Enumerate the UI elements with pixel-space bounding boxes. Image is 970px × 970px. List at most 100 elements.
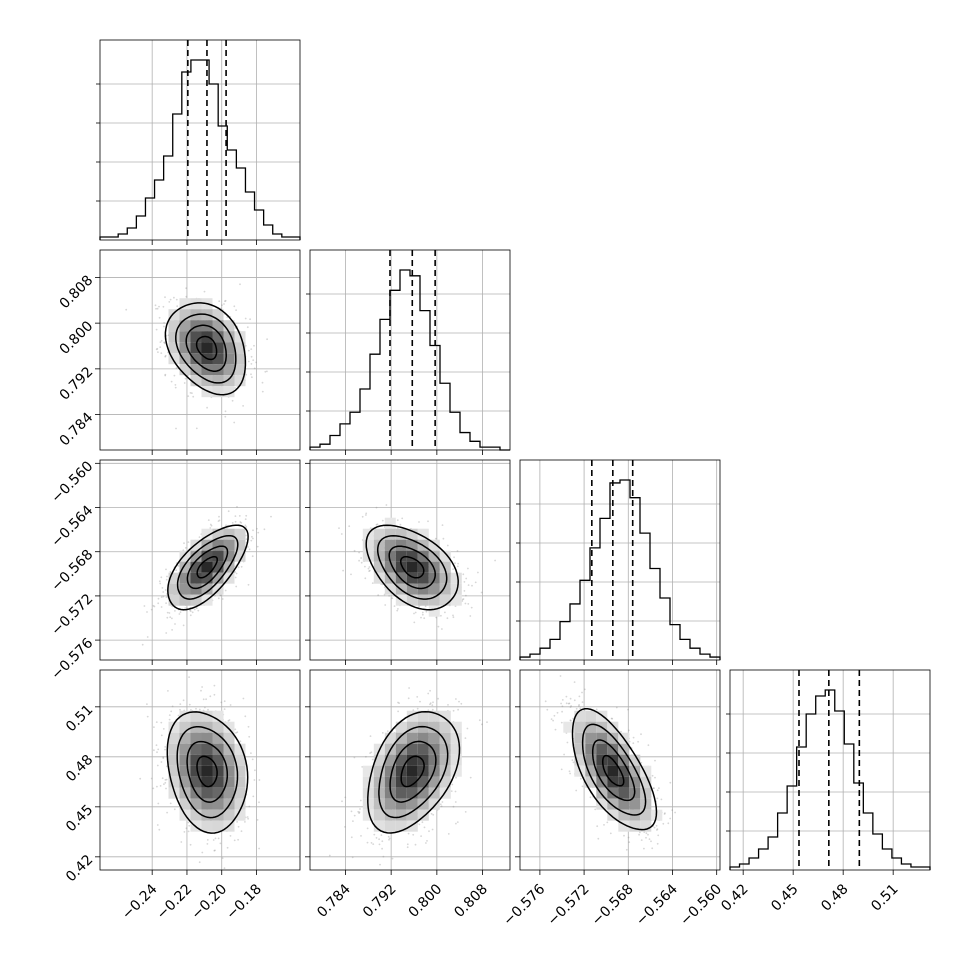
- sample-point: [434, 537, 437, 540]
- y-tick-label: −0.560: [48, 458, 96, 506]
- sample-point: [207, 708, 209, 711]
- density-cell: [212, 375, 224, 387]
- sample-point: [381, 519, 384, 522]
- panel-background: [310, 250, 510, 450]
- contour-line: [164, 302, 247, 396]
- density-cell: [190, 539, 202, 551]
- sample-point: [239, 740, 242, 743]
- sample-point: [166, 811, 169, 814]
- sample-point: [452, 709, 455, 712]
- sample-point: [250, 355, 253, 358]
- sample-point: [237, 825, 240, 828]
- sample-point: [375, 523, 378, 526]
- sample-point: [252, 537, 254, 540]
- sample-point: [251, 535, 253, 538]
- density-cell: [190, 320, 202, 332]
- sample-point: [162, 757, 165, 760]
- sample-point: [340, 533, 343, 535]
- x-tick-label: −0.18: [223, 881, 265, 923]
- panel-background: [520, 460, 720, 660]
- density-cell: [428, 550, 440, 562]
- density-cell: [417, 798, 429, 810]
- sample-point: [198, 536, 201, 538]
- sample-point: [153, 605, 156, 608]
- sample-point: [248, 548, 251, 551]
- sample-point: [162, 305, 165, 308]
- sample-point: [397, 710, 399, 713]
- sample-point: [234, 571, 237, 573]
- sample-point: [435, 616, 438, 619]
- sample-point: [441, 801, 444, 803]
- sample-point: [165, 602, 168, 604]
- sample-point: [166, 575, 168, 578]
- sample-point: [358, 559, 360, 562]
- sample-point: [185, 295, 188, 298]
- density-cell: [406, 787, 418, 799]
- sample-point: [159, 346, 162, 349]
- sample-point: [396, 519, 399, 522]
- sample-point: [464, 737, 467, 739]
- sample-point: [421, 613, 424, 616]
- sample-point: [193, 608, 196, 611]
- sample-point: [350, 573, 352, 576]
- sample-point: [406, 846, 409, 849]
- sample-point: [242, 697, 245, 700]
- sample-point: [146, 611, 148, 613]
- density-cell: [223, 320, 235, 332]
- sample-point: [188, 824, 191, 827]
- density-cell: [223, 539, 235, 551]
- sample-point: [426, 840, 428, 842]
- sample-point: [164, 354, 167, 357]
- sample-point: [157, 748, 160, 751]
- sample-point: [244, 518, 247, 521]
- sample-point: [457, 562, 459, 565]
- sample-point: [146, 636, 149, 638]
- sample-point: [357, 810, 360, 813]
- sample-point: [416, 707, 419, 710]
- sample-point: [198, 861, 201, 864]
- y-tick-label: −0.568: [48, 547, 96, 595]
- sample-point: [164, 296, 166, 299]
- sample-point: [264, 370, 267, 373]
- density-cell: [212, 331, 224, 343]
- sample-point: [156, 824, 159, 826]
- sample-point: [183, 382, 186, 384]
- sample-point: [184, 547, 187, 549]
- density-cell: [190, 561, 202, 573]
- density-cell: [428, 732, 440, 744]
- sample-point: [478, 719, 481, 722]
- sample-point: [456, 565, 459, 568]
- sample-point: [371, 758, 374, 761]
- sample-point: [263, 528, 266, 531]
- panel-3-1: 0.784 0.792 0.800 0.808: [305, 669, 511, 921]
- sample-point: [246, 326, 249, 329]
- sample-point: [258, 801, 260, 804]
- sample-point: [146, 703, 148, 705]
- contour-line: [196, 555, 218, 579]
- sample-point: [428, 830, 430, 833]
- sample-point: [162, 728, 165, 730]
- sample-point: [234, 728, 237, 731]
- sample-point: [163, 322, 166, 324]
- sample-point: [360, 835, 362, 837]
- density-cell: [168, 353, 180, 365]
- sample-point: [420, 835, 422, 837]
- sample-point: [456, 550, 459, 552]
- sample-point: [421, 611, 424, 614]
- sample-point: [171, 705, 174, 708]
- density-cell: [168, 320, 180, 332]
- sample-point: [418, 823, 421, 826]
- density-cell: [395, 798, 407, 810]
- sample-point: [344, 796, 347, 799]
- sample-point: [213, 684, 216, 687]
- sample-point: [471, 584, 473, 587]
- sample-point: [455, 822, 457, 825]
- density-cell: [179, 754, 191, 766]
- panel-frame: [99, 39, 301, 241]
- sample-point: [460, 702, 463, 705]
- sample-point: [161, 777, 164, 780]
- sample-point: [156, 764, 159, 767]
- sample-point: [252, 359, 255, 362]
